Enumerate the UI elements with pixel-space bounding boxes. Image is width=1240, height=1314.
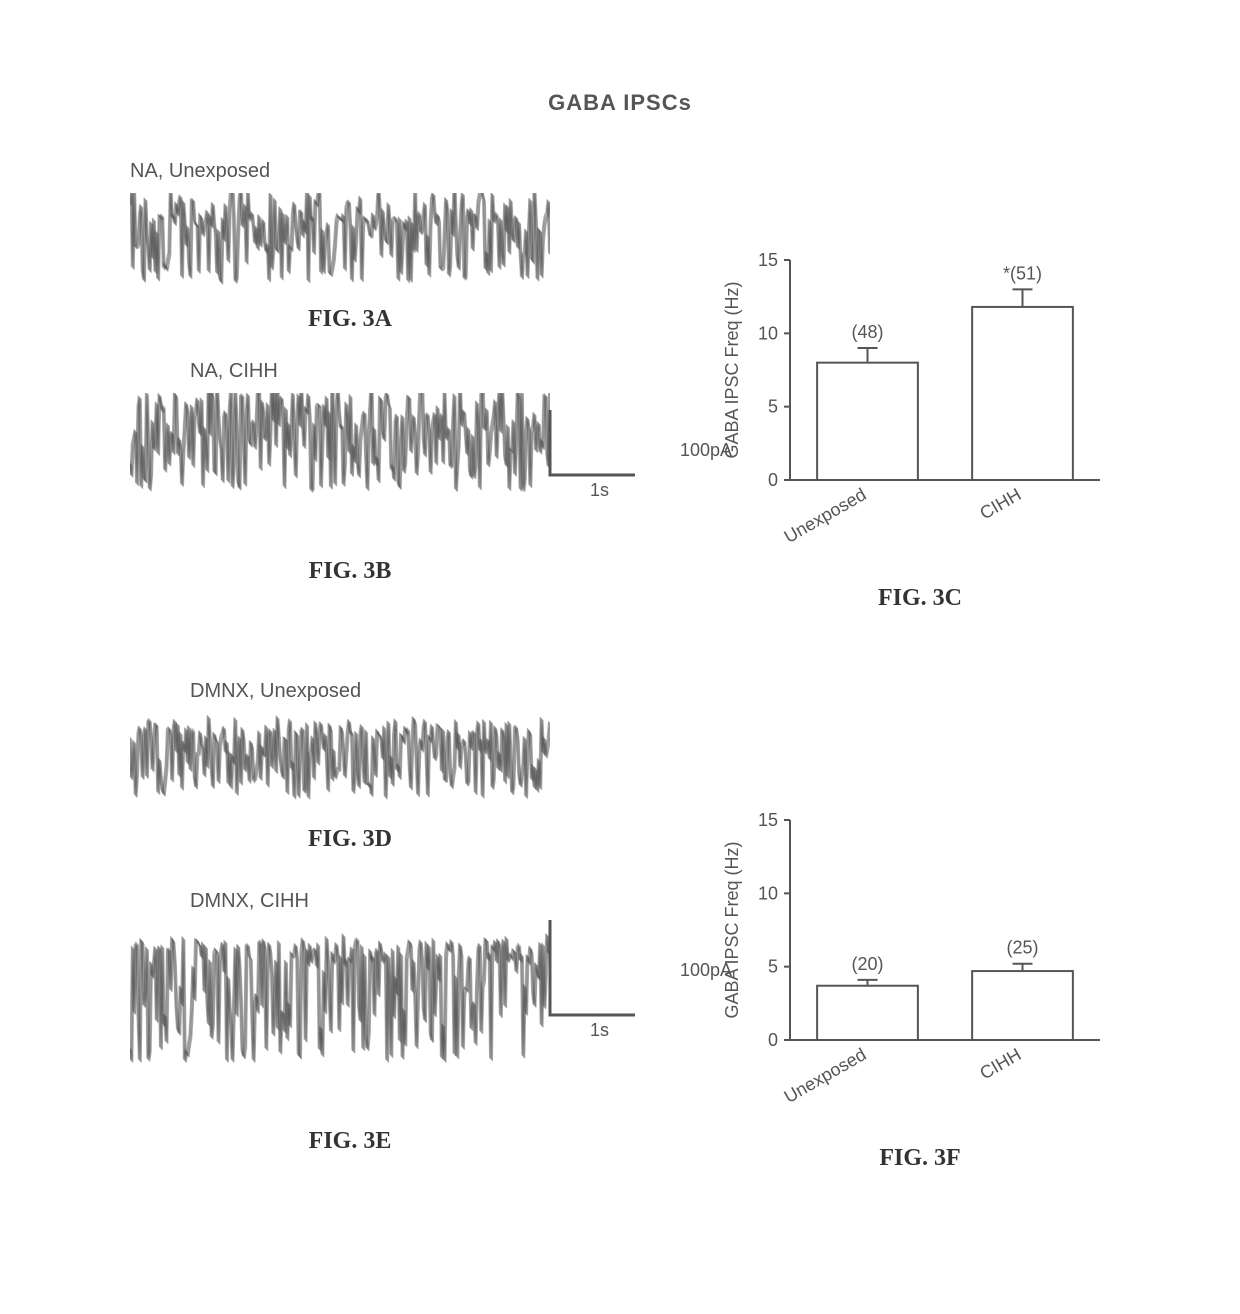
svg-text:(25): (25) bbox=[1006, 938, 1038, 958]
svg-text:10: 10 bbox=[758, 323, 778, 343]
trace-3a-block: NA, Unexposed FIG. 3A bbox=[130, 160, 570, 333]
svg-text:5: 5 bbox=[768, 397, 778, 417]
svg-text:GABA IPSC Freq (Hz): GABA IPSC Freq (Hz) bbox=[722, 281, 742, 458]
barchart-3f-svg: 0 5 10 15 GABA IPSC Freq (Hz) (20) Unexposed (2… bbox=[720, 790, 1120, 1110]
svg-text:(20): (20) bbox=[851, 954, 883, 974]
trace-3b-label: NA, CIHH bbox=[190, 360, 570, 383]
scalebar-top-svg bbox=[545, 405, 675, 495]
scalebar-top-x: 1s bbox=[590, 480, 609, 501]
svg-text:GABA IPSC Freq (Hz): GABA IPSC Freq (Hz) bbox=[722, 841, 742, 1018]
svg-text:(48): (48) bbox=[851, 322, 883, 342]
trace-3a-label: NA, Unexposed bbox=[130, 160, 570, 183]
svg-text:10: 10 bbox=[758, 883, 778, 903]
fig-3f-caption: FIG. 3F bbox=[720, 1145, 1120, 1172]
svg-text:CIHH: CIHH bbox=[976, 1044, 1024, 1083]
trace-3a-svg bbox=[130, 193, 550, 293]
svg-text:0: 0 bbox=[768, 1030, 778, 1050]
barchart-3f: 0 5 10 15 GABA IPSC Freq (Hz) (20) Unexposed (2… bbox=[720, 790, 1120, 1172]
page-title: GABA IPSCs bbox=[0, 90, 1240, 116]
svg-text:*(51): *(51) bbox=[1003, 263, 1042, 283]
fig-3c-caption: FIG. 3C bbox=[720, 585, 1120, 612]
trace-3e-label: DMNX, CIHH bbox=[190, 890, 570, 913]
trace-3b-block: NA, CIHH 100pA 1s FIG. 3B bbox=[130, 360, 570, 585]
svg-text:CIHH: CIHH bbox=[976, 484, 1024, 523]
svg-text:15: 15 bbox=[758, 810, 778, 830]
svg-text:Unexposed: Unexposed bbox=[781, 1044, 870, 1107]
scalebar-bottom-svg bbox=[545, 920, 675, 1030]
scalebar-bottom-x: 1s bbox=[590, 1020, 609, 1041]
trace-3d-block: DMNX, Unexposed FIG. 3D bbox=[130, 680, 570, 853]
barchart-3c-svg: 0 5 10 15 GABA IPSC Freq (Hz) (48) Unexposed *(… bbox=[720, 230, 1120, 550]
trace-3e-svg bbox=[130, 923, 550, 1063]
trace-3d-svg bbox=[130, 713, 550, 813]
svg-text:5: 5 bbox=[768, 957, 778, 977]
fig-3d-caption: FIG. 3D bbox=[130, 826, 570, 853]
trace-3e-block: DMNX, CIHH 100pA 1s FIG. 3E bbox=[130, 890, 570, 1155]
fig-3b-caption: FIG. 3B bbox=[130, 558, 570, 585]
svg-text:15: 15 bbox=[758, 250, 778, 270]
trace-3b-svg bbox=[130, 393, 550, 503]
fig-3e-caption: FIG. 3E bbox=[130, 1128, 570, 1155]
svg-text:0: 0 bbox=[768, 470, 778, 490]
fig-3a-caption: FIG. 3A bbox=[130, 306, 570, 333]
trace-3d-label: DMNX, Unexposed bbox=[190, 680, 570, 703]
barchart-3c: 0 5 10 15 GABA IPSC Freq (Hz) (48) Unexposed *(… bbox=[720, 230, 1120, 612]
svg-text:Unexposed: Unexposed bbox=[781, 484, 870, 547]
